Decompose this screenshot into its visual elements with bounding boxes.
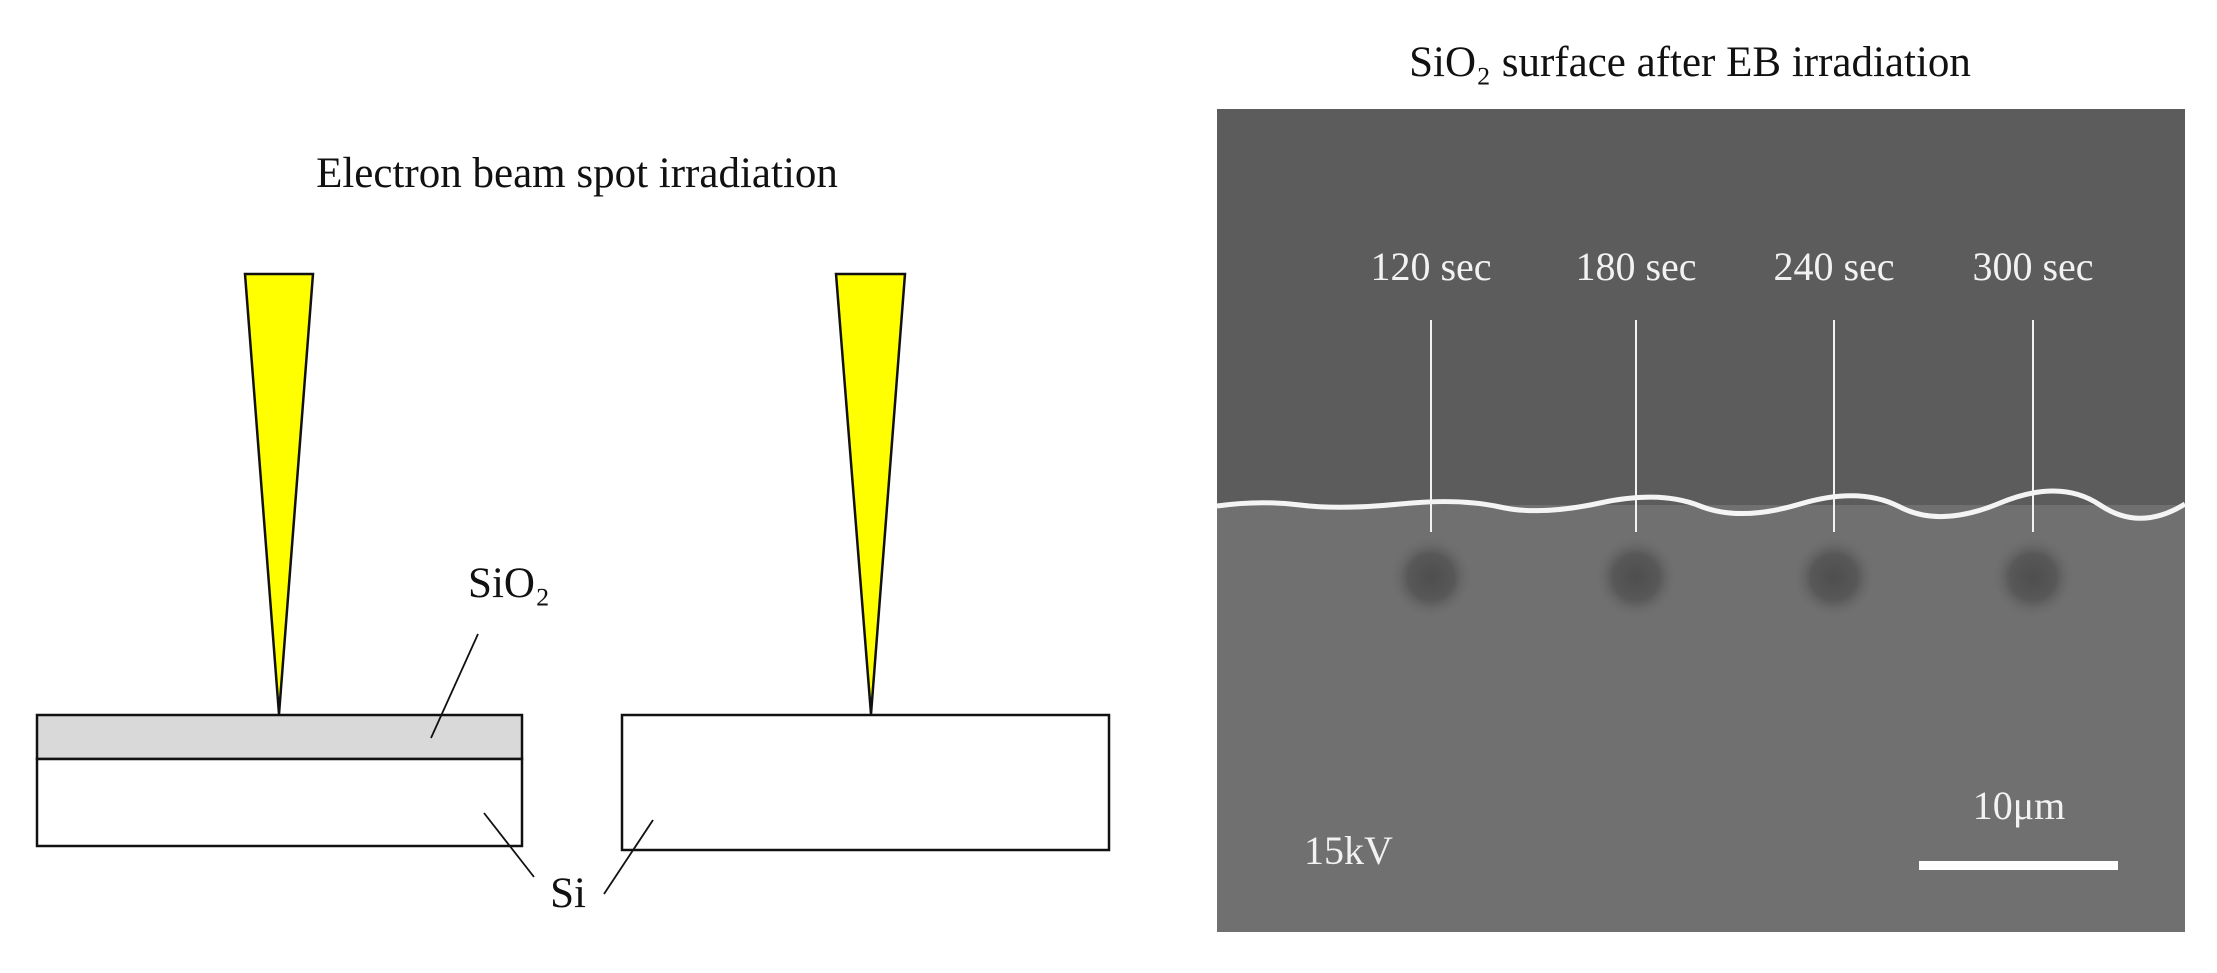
irradiation-spot	[1792, 535, 1876, 619]
left-title: Electron beam spot irradiation	[316, 150, 838, 197]
irradiation-spot	[1991, 535, 2075, 619]
spot-label: 120 sec	[1370, 244, 1491, 289]
right-panel: SiO₂ surface after EB irradiation 15kV 1…	[1216, 39, 2187, 932]
sem-upper	[1217, 109, 2185, 505]
irradiation-spot	[1389, 535, 1473, 619]
oxide-label: SiO₂	[468, 560, 550, 607]
leader-line	[430, 633, 479, 739]
substrate	[620, 713, 1111, 852]
left-panel: Electron beam spot irradiation SiO₂ Si	[35, 150, 1111, 917]
irradiation-spot	[1594, 535, 1678, 619]
electron-beam	[834, 272, 907, 715]
scale-bar-label: 10μm	[1973, 783, 2066, 828]
leader-line	[603, 819, 654, 895]
spot-label: 240 sec	[1773, 244, 1894, 289]
electron-beam	[243, 272, 315, 715]
edge-line	[1216, 488, 2187, 521]
spot-label: 300 sec	[1972, 244, 2093, 289]
right-title: SiO₂ surface after EB irradiation	[1409, 39, 1971, 86]
spot-label: 180 sec	[1575, 244, 1696, 289]
voltage-label: 15kV	[1304, 828, 1393, 873]
scale-bar	[1919, 861, 2118, 870]
leader-line	[483, 812, 535, 878]
substrate-label: Si	[550, 870, 586, 917]
substrate	[35, 757, 524, 848]
oxide-layer	[35, 713, 524, 761]
